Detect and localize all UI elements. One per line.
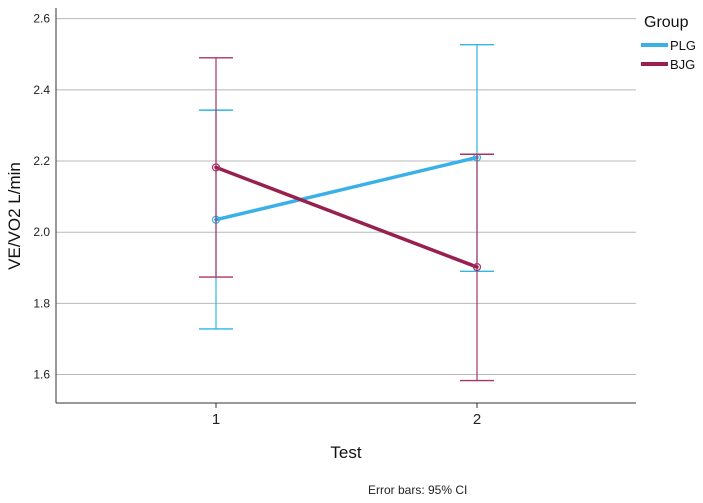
y-tick-labels: 1.6 1.8 2.0 2.2 2.4 2.6 — [33, 12, 50, 382]
series-layer — [199, 43, 494, 382]
y-tick-label: 2.6 — [33, 12, 50, 26]
series-bjg — [199, 57, 494, 382]
legend-label-plg: PLG — [670, 38, 696, 53]
bjg-point — [211, 163, 221, 172]
x-tick-label: 1 — [212, 411, 220, 428]
y-tick-label: 2.4 — [33, 83, 50, 97]
x-tick-label: 2 — [473, 411, 481, 428]
y-axis-label: VE/VO2 L/min — [5, 162, 24, 270]
axes — [55, 8, 636, 404]
y-tick-label: 1.8 — [33, 296, 50, 310]
bjg-point — [472, 262, 482, 272]
y-tick-label: 2.0 — [33, 225, 50, 239]
error-bars-note: Error bars: 95% CI — [368, 483, 467, 497]
legend: Group PLG BJG — [641, 14, 696, 72]
y-tick-label: 1.6 — [33, 368, 50, 382]
x-axis-label: Test — [330, 443, 361, 462]
series-plg — [199, 43, 494, 330]
gridlines — [56, 18, 636, 376]
bjg-line — [214, 165, 479, 269]
y-tick-label: 2.2 — [33, 154, 50, 168]
legend-label-bjg: BJG — [670, 57, 695, 72]
legend-title: Group — [644, 14, 689, 31]
plg-line — [214, 155, 479, 222]
